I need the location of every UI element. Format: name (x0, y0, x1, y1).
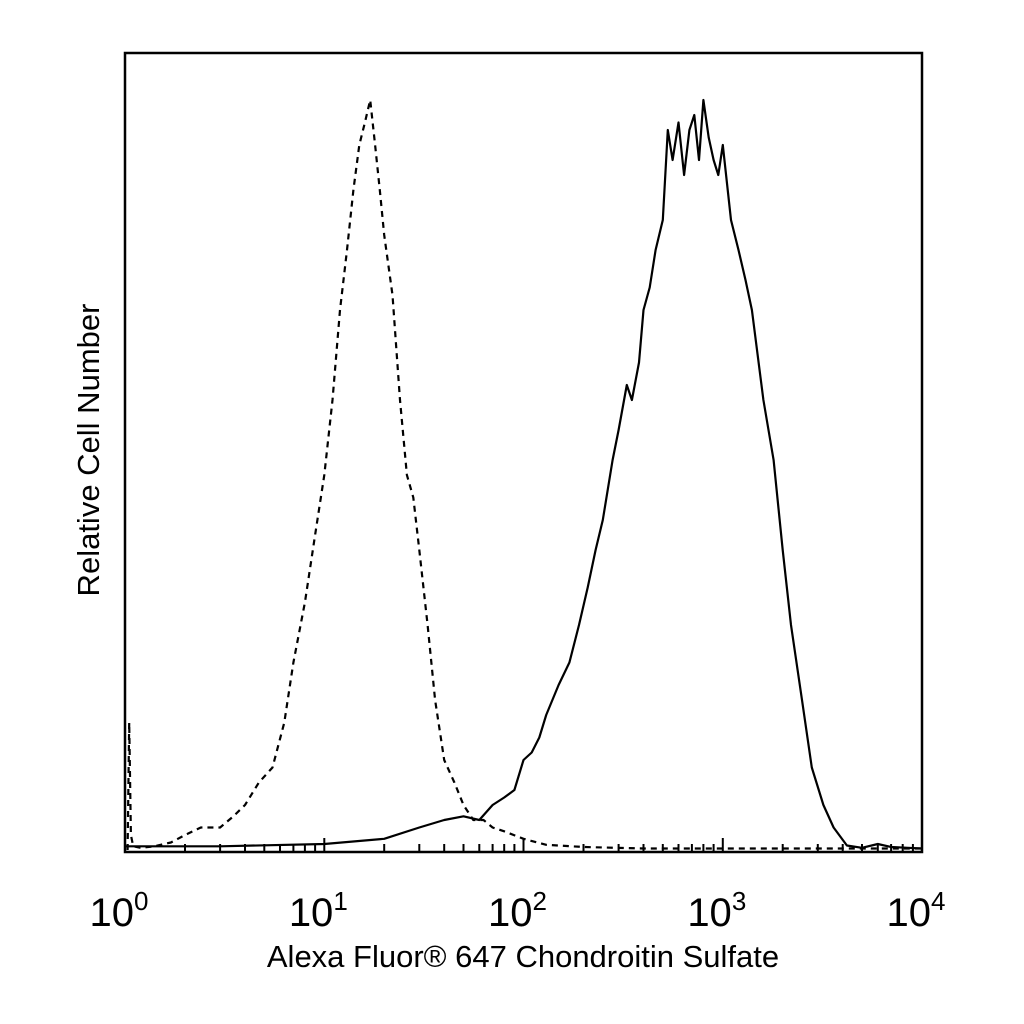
x-tick-label: 104 (887, 886, 946, 935)
x-tick-label: 103 (687, 886, 746, 935)
y-axis-label: Relative Cell Number (71, 304, 106, 597)
x-tick-labels: 100 101 102 103 104 (90, 886, 946, 935)
x-tick-label: 100 (90, 886, 149, 935)
x-tick-label: 101 (289, 886, 348, 935)
series-layer (125, 98, 923, 851)
stained-histogram-line (125, 98, 923, 850)
x-axis-label: Alexa Fluor® 647 Chondroitin Sulfate (267, 939, 779, 974)
plot-frame (123, 51, 924, 854)
x-tick-label: 102 (488, 886, 547, 935)
control-histogram-line (126, 98, 922, 851)
